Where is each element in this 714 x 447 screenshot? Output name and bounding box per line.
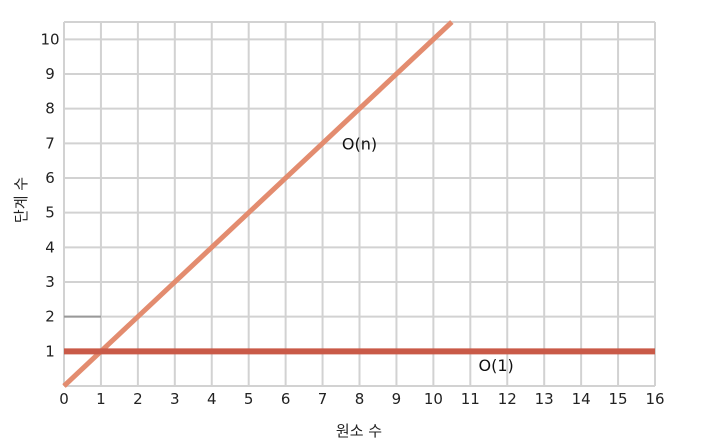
x-tick-labels: 0 1 2 3 4 5 6 7 8 9 10 11 12 13 14 15 16 bbox=[59, 390, 664, 408]
series-label-0: O(n) bbox=[342, 134, 377, 153]
x-tick-label: 12 bbox=[498, 390, 517, 408]
x-tick-label: 2 bbox=[133, 390, 143, 408]
series-labels: O(n) O(1) bbox=[342, 134, 514, 375]
x-tick-label: 3 bbox=[170, 390, 180, 408]
x-tick-label: 0 bbox=[59, 390, 69, 408]
y-tick-label: 3 bbox=[45, 273, 55, 291]
y-tick-labels: 1 2 3 4 5 6 7 8 9 10 bbox=[40, 30, 59, 360]
y-tick-label: 10 bbox=[40, 30, 59, 48]
x-tick-label: 7 bbox=[318, 390, 328, 408]
x-tick-label: 8 bbox=[355, 390, 365, 408]
series-label-1: O(1) bbox=[479, 356, 514, 375]
y-tick-label: 6 bbox=[45, 169, 55, 187]
x-tick-label: 5 bbox=[244, 390, 254, 408]
y-tick-label: 7 bbox=[45, 134, 55, 152]
x-tick-label: 11 bbox=[461, 390, 480, 408]
x-tick-label: 14 bbox=[572, 390, 591, 408]
x-tick-label: 9 bbox=[392, 390, 402, 408]
x-tick-label: 10 bbox=[424, 390, 443, 408]
x-tick-label: 1 bbox=[96, 390, 106, 408]
series-lines bbox=[62, 20, 655, 388]
x-axis-title: 원소 수 bbox=[336, 422, 382, 440]
y-tick-label: 1 bbox=[45, 342, 55, 360]
x-tick-label: 4 bbox=[207, 390, 217, 408]
x-tick-label: 16 bbox=[645, 390, 664, 408]
y-tick-label: 9 bbox=[45, 65, 55, 83]
x-tick-label: 15 bbox=[609, 390, 628, 408]
y-axis-title: 단계 수 bbox=[12, 177, 30, 223]
y-tick-label: 5 bbox=[45, 204, 55, 222]
x-tick-label: 6 bbox=[281, 390, 291, 408]
y-tick-label: 2 bbox=[45, 308, 55, 326]
y-tick-label: 4 bbox=[45, 238, 55, 256]
series-line-0 bbox=[62, 20, 454, 388]
y-tick-label: 8 bbox=[45, 100, 55, 118]
grid bbox=[63, 21, 656, 387]
x-tick-label: 13 bbox=[535, 390, 554, 408]
